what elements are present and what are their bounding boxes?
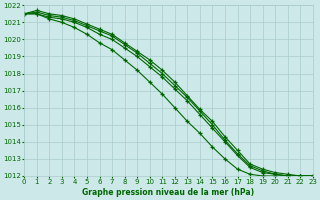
X-axis label: Graphe pression niveau de la mer (hPa): Graphe pression niveau de la mer (hPa) xyxy=(83,188,255,197)
